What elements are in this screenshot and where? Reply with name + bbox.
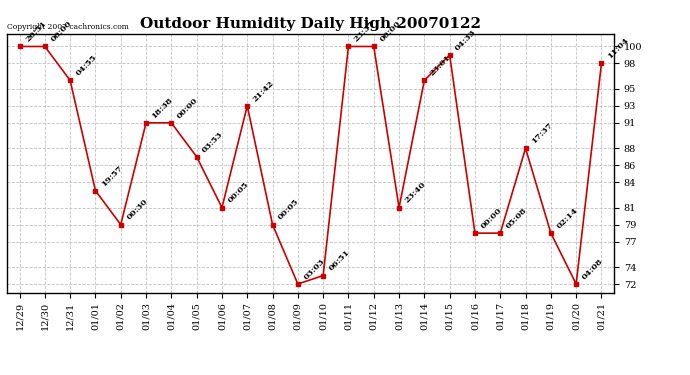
Text: 00:00: 00:00 bbox=[378, 20, 402, 44]
Text: 18:38: 18:38 bbox=[150, 96, 175, 120]
Text: 04:55: 04:55 bbox=[75, 53, 99, 78]
Text: 23:37: 23:37 bbox=[353, 20, 377, 44]
Text: 00:30: 00:30 bbox=[125, 198, 149, 222]
Text: 06:51: 06:51 bbox=[327, 249, 352, 273]
Text: 00:00: 00:00 bbox=[479, 206, 503, 230]
Text: 23:01: 23:01 bbox=[428, 53, 453, 78]
Text: 00:00: 00:00 bbox=[49, 20, 73, 44]
Text: 17:37: 17:37 bbox=[530, 121, 554, 146]
Text: 21:42: 21:42 bbox=[251, 79, 276, 103]
Text: 05:08: 05:08 bbox=[504, 206, 529, 230]
Text: 03:53: 03:53 bbox=[201, 130, 225, 154]
Text: 23:40: 23:40 bbox=[403, 181, 427, 205]
Text: 11:04: 11:04 bbox=[606, 36, 630, 61]
Text: 03:03: 03:03 bbox=[302, 257, 326, 281]
Title: Outdoor Humidity Daily High 20070122: Outdoor Humidity Daily High 20070122 bbox=[140, 17, 481, 31]
Text: 00:05: 00:05 bbox=[226, 181, 250, 205]
Text: 04:33: 04:33 bbox=[454, 28, 478, 52]
Text: 02:14: 02:14 bbox=[555, 206, 580, 230]
Text: 20:51: 20:51 bbox=[23, 20, 48, 44]
Text: 19:57: 19:57 bbox=[99, 164, 124, 188]
Text: 04:08: 04:08 bbox=[580, 257, 604, 281]
Text: 00:00: 00:00 bbox=[175, 96, 199, 120]
Text: Copyright 2007 cachronics.com: Copyright 2007 cachronics.com bbox=[7, 23, 129, 31]
Text: 00:05: 00:05 bbox=[277, 198, 301, 222]
